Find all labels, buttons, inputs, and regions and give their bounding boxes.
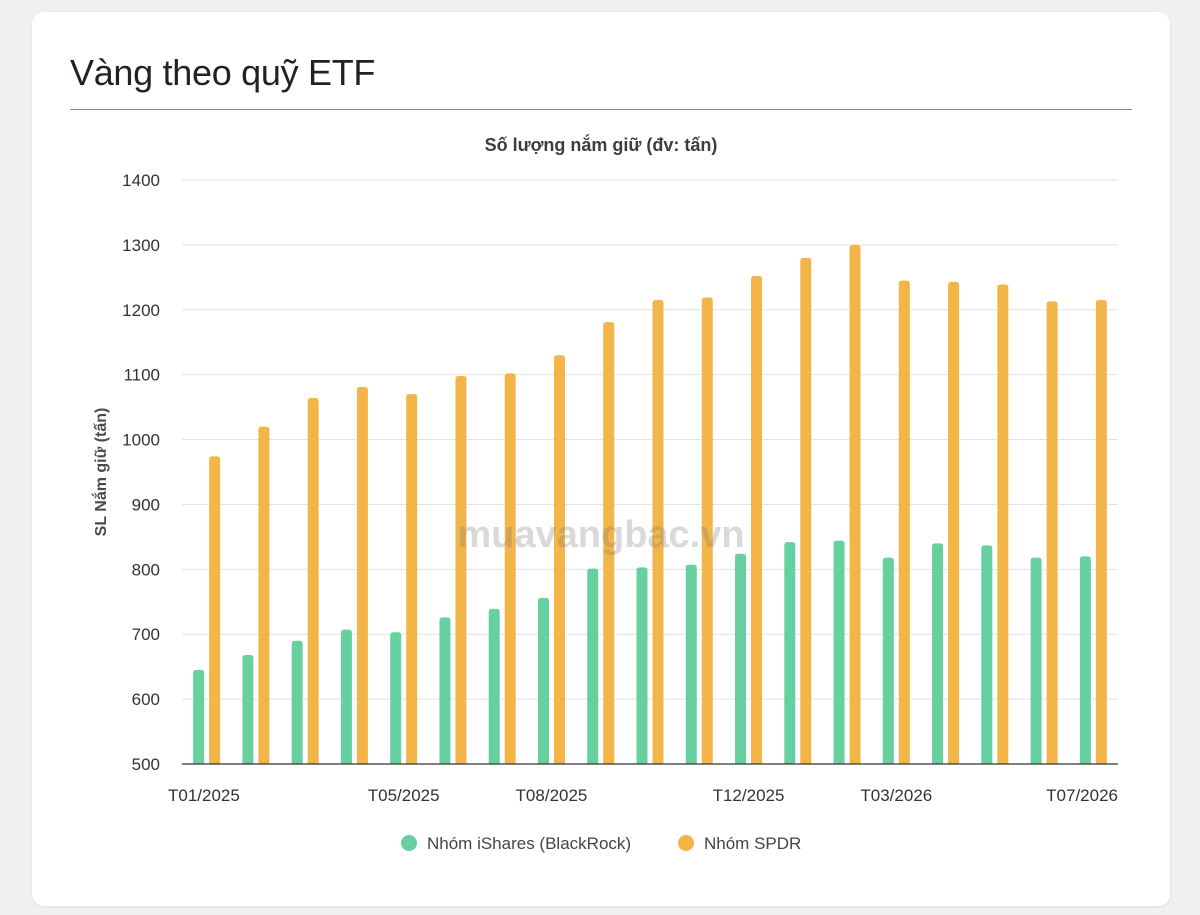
x-tick-label: T08/2025 bbox=[516, 786, 588, 805]
bars bbox=[193, 244, 1107, 764]
legend: Nhóm iShares (BlackRock) Nhóm SPDR bbox=[401, 834, 801, 853]
bar-ishares[interactable] bbox=[1030, 557, 1042, 764]
chart-title: Số lượng nắm giữ (đv: tấn) bbox=[485, 134, 718, 155]
x-tick-labels: T01/2025 T05/2025 T08/2025 T12/2025 T03/2026… bbox=[168, 786, 1118, 805]
bar-spdr[interactable] bbox=[1095, 300, 1107, 764]
chart-card bbox=[32, 12, 1170, 906]
bar-ishares[interactable] bbox=[1079, 556, 1091, 764]
x-tick-label: T03/2026 bbox=[860, 786, 932, 805]
bar-spdr[interactable] bbox=[751, 276, 763, 764]
y-tick-label: 700 bbox=[132, 625, 160, 644]
bar-spdr[interactable] bbox=[849, 244, 861, 764]
y-tick-label: 1400 bbox=[122, 171, 160, 190]
bar-ishares[interactable] bbox=[587, 568, 599, 764]
bar-ishares[interactable] bbox=[242, 654, 254, 764]
bar-ishares[interactable] bbox=[537, 597, 549, 764]
bar-ishares[interactable] bbox=[735, 553, 747, 764]
bar-spdr[interactable] bbox=[1046, 301, 1058, 764]
title-divider bbox=[70, 109, 1132, 110]
x-tick-label: T12/2025 bbox=[713, 786, 785, 805]
bar-ishares[interactable] bbox=[784, 542, 796, 764]
bar-ishares[interactable] bbox=[685, 564, 697, 764]
y-tick-label: 1100 bbox=[123, 366, 160, 385]
bar-spdr[interactable] bbox=[209, 456, 221, 764]
bar-ishares[interactable] bbox=[932, 543, 944, 764]
bar-spdr[interactable] bbox=[553, 355, 565, 764]
page-title: Vàng theo quỹ ETF bbox=[70, 52, 376, 93]
bar-spdr[interactable] bbox=[356, 386, 368, 764]
bar-ishares[interactable] bbox=[636, 567, 648, 764]
legend-marker-ishares[interactable] bbox=[401, 835, 417, 851]
x-tick-label: T07/2026 bbox=[1046, 786, 1118, 805]
bar-ishares[interactable] bbox=[291, 640, 303, 764]
bar-spdr[interactable] bbox=[948, 281, 960, 764]
bar-spdr[interactable] bbox=[997, 284, 1009, 764]
y-tick-label: 900 bbox=[132, 495, 160, 514]
y-axis-title: SL Nắm giữ (tấn) bbox=[91, 408, 110, 537]
legend-label-spdr[interactable]: Nhóm SPDR bbox=[704, 834, 801, 853]
bar-spdr[interactable] bbox=[652, 300, 664, 764]
bar-spdr[interactable] bbox=[258, 426, 270, 764]
x-tick-label: T05/2025 bbox=[368, 786, 440, 805]
bar-spdr[interactable] bbox=[701, 297, 713, 764]
bar-spdr[interactable] bbox=[307, 398, 319, 764]
y-tick-labels: 500 600 700 800 900 1000 1100 1200 1300 1400 bbox=[122, 171, 160, 774]
bar-spdr[interactable] bbox=[603, 322, 615, 764]
legend-label-ishares[interactable]: Nhóm iShares (BlackRock) bbox=[427, 834, 631, 853]
y-tick-label: 500 bbox=[132, 755, 160, 774]
grid-lines bbox=[182, 179, 1118, 700]
bar-ishares[interactable] bbox=[882, 557, 894, 764]
bar-ishares[interactable] bbox=[340, 629, 352, 764]
bar-ishares[interactable] bbox=[833, 540, 845, 764]
bar-spdr[interactable] bbox=[406, 394, 418, 764]
bar-spdr[interactable] bbox=[898, 280, 910, 764]
watermark: muavangbac.vn bbox=[457, 514, 744, 556]
y-tick-label: 1200 bbox=[122, 301, 160, 320]
y-tick-label: 800 bbox=[132, 560, 160, 579]
x-tick-label: T01/2025 bbox=[168, 786, 240, 805]
bar-ishares[interactable] bbox=[390, 632, 402, 764]
bar-ishares[interactable] bbox=[439, 617, 451, 764]
y-tick-label: 1300 bbox=[122, 236, 160, 255]
legend-marker-spdr[interactable] bbox=[678, 835, 694, 851]
y-tick-label: 1000 bbox=[122, 431, 160, 450]
bar-spdr[interactable] bbox=[504, 373, 516, 764]
bar-spdr[interactable] bbox=[455, 375, 467, 764]
bar-ishares[interactable] bbox=[193, 669, 205, 764]
bar-spdr[interactable] bbox=[800, 257, 812, 764]
bar-ishares[interactable] bbox=[488, 608, 500, 764]
bar-ishares[interactable] bbox=[981, 545, 993, 764]
y-tick-label: 600 bbox=[132, 690, 160, 709]
